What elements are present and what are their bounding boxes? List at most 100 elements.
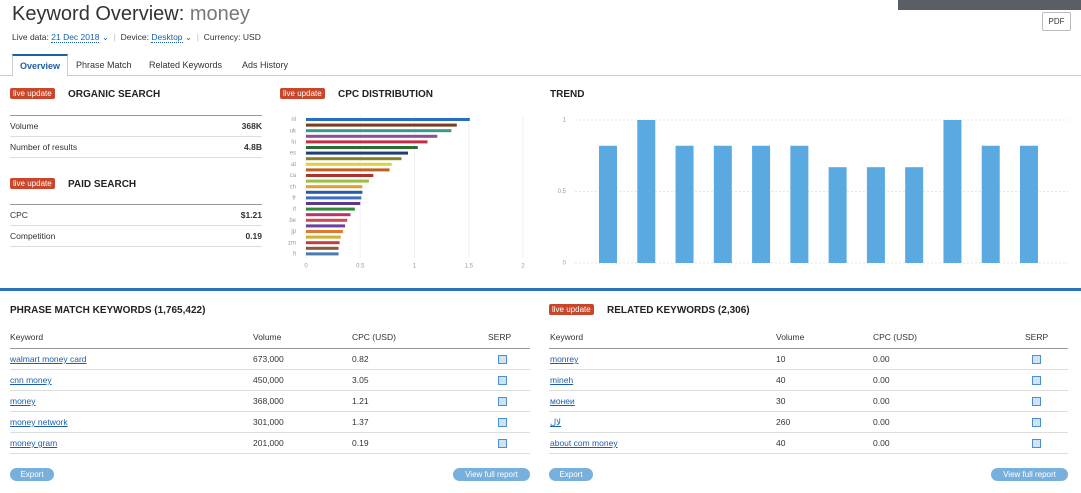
metric-value: $1.21 [240, 210, 262, 220]
export-button[interactable]: Export [10, 468, 54, 481]
x-tick-label: 1.5 [465, 264, 474, 270]
column-header: Keyword [10, 332, 44, 342]
cpc: 0.00 [873, 417, 890, 427]
metric-value: 368K [241, 121, 262, 131]
bar [306, 196, 362, 200]
serp-icon[interactable] [498, 397, 507, 406]
charts: 0 0.5 1 1.5 2 nl uk lu es at ca ch fr it be jp zm fi 0 0.5 1 [288, 115, 1068, 270]
view-report-button[interactable]: View full report [453, 468, 530, 481]
bar [828, 167, 847, 263]
serp-icon[interactable] [498, 439, 507, 448]
column-header: CPC (USD) [352, 332, 396, 342]
tab[interactable]: Related Keywords [149, 60, 223, 70]
x-tick-label: 0 [304, 264, 308, 270]
y-tick-label: 0 [563, 261, 567, 267]
badge: live update [280, 88, 325, 99]
serp-icon[interactable] [1032, 397, 1041, 406]
rule [549, 348, 1068, 349]
metric-value: 4.8B [244, 142, 262, 152]
cpc: 1.21 [352, 396, 369, 406]
keyword-link[interactable]: money gram [10, 438, 58, 448]
cpc: 0.00 [873, 375, 890, 385]
rule [549, 369, 1068, 370]
keyword-link[interactable]: монеи [550, 396, 575, 406]
chevron: ⌄ [182, 32, 193, 42]
keyword-link[interactable]: mineh [550, 375, 574, 385]
serp-icon[interactable] [1032, 418, 1041, 427]
column-header: Keyword [550, 332, 584, 342]
serp-icon[interactable] [1032, 355, 1041, 364]
live-label: Live data: [12, 32, 49, 42]
cpc: 0.19 [352, 438, 369, 448]
volume: 10 [776, 354, 786, 364]
volume: 260 [776, 417, 791, 427]
view-report-button[interactable]: View full report [991, 468, 1068, 481]
volume: 40 [776, 375, 786, 385]
rule [549, 411, 1068, 412]
section-title: CPC DISTRIBUTION [338, 89, 433, 100]
bar [306, 235, 341, 239]
cpc: 0.82 [352, 354, 369, 364]
rule [10, 390, 530, 391]
keyword-link[interactable]: about com money [550, 438, 618, 448]
bar [306, 168, 390, 172]
metric-label: Number of results [10, 142, 78, 152]
rule [10, 246, 262, 247]
tab[interactable]: Phrase Match [76, 60, 132, 70]
x-tick-label: 2 [521, 264, 525, 270]
rule [10, 453, 530, 454]
keyword-link[interactable]: monrey [550, 354, 579, 364]
metric-label: Volume [10, 121, 39, 131]
y-tick-label: fi [293, 251, 296, 257]
title-text: Keyword Overview: [12, 3, 185, 25]
keyword-link[interactable]: money [10, 396, 36, 406]
bar [306, 207, 355, 211]
bar [306, 123, 457, 127]
export-button[interactable]: Export [549, 468, 593, 481]
bar [306, 230, 343, 233]
keyword-link[interactable]: لال [550, 417, 562, 427]
y-tick-label: it [293, 207, 296, 213]
tab[interactable]: Ads History [242, 60, 289, 70]
bar [306, 129, 452, 133]
metric-label: Competition [10, 231, 56, 241]
bar [752, 145, 771, 263]
section-title: PAID SEARCH [68, 179, 137, 190]
serp-icon[interactable] [498, 376, 507, 385]
bar [306, 179, 369, 183]
bar [866, 167, 885, 263]
cpc: 1.37 [352, 417, 369, 427]
bar [306, 241, 340, 245]
bar [306, 146, 418, 149]
section-title: ORGANIC SEARCH [68, 89, 161, 100]
x-tick-label: 1 [413, 264, 417, 270]
y-tick-label: jp [290, 229, 296, 235]
serp-icon[interactable] [498, 355, 507, 364]
keyword-link[interactable]: money network [10, 417, 68, 427]
title: Keyword Overview: money [12, 3, 250, 26]
bar [306, 246, 339, 250]
date-select[interactable]: 21 Dec 2018 [51, 32, 100, 43]
bar [306, 140, 428, 144]
y-tick-label: nl [291, 117, 296, 123]
badge: live update [549, 304, 594, 315]
separator [0, 288, 1081, 291]
rule [10, 204, 262, 205]
serp-icon[interactable] [1032, 439, 1041, 448]
serp-icon[interactable] [1032, 376, 1041, 385]
rule [10, 157, 262, 158]
rule [10, 225, 262, 226]
tab[interactable]: Overview [12, 54, 68, 77]
y-tick-label: ch [290, 184, 296, 190]
y-tick-label: fr [292, 195, 296, 201]
rule [549, 432, 1068, 433]
bar [905, 167, 924, 263]
section-title: TREND [550, 89, 585, 100]
bar [637, 120, 656, 263]
serp-icon[interactable] [498, 418, 507, 427]
pdf-button[interactable]: PDF [1042, 12, 1071, 31]
keyword-link[interactable]: cnn money [10, 375, 52, 385]
device-select[interactable]: Desktop [151, 32, 183, 43]
bar [306, 224, 346, 228]
keyword-link[interactable]: walmart money card [10, 354, 87, 364]
